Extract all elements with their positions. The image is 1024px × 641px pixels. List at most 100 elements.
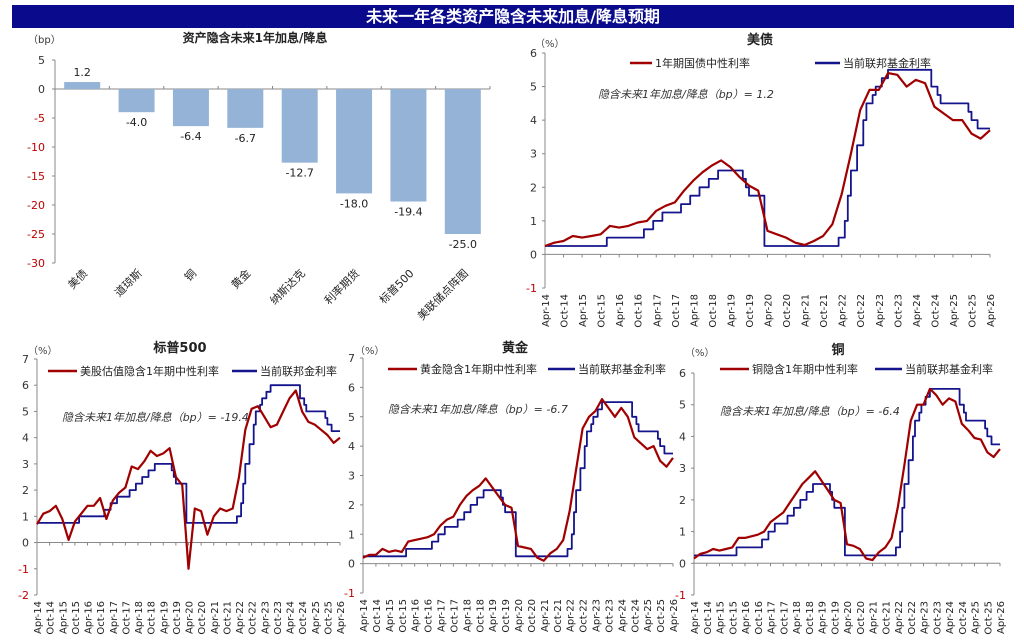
y-tick-label: 5 (38, 54, 45, 67)
chart-title: 美债 (747, 32, 773, 48)
category-label: 利率期货 (321, 266, 362, 307)
chart-title: 标普500 (152, 340, 206, 356)
y-tick-label: -5 (34, 112, 45, 125)
x-tick-label: Apr-15 (385, 599, 396, 632)
bar (172, 89, 209, 127)
legend-label: 美股估值隐含1年期中性利率 (80, 364, 219, 378)
legend-label: 当前联邦基金利率 (843, 56, 931, 70)
y-tick-label: 0 (530, 248, 537, 261)
legend-label: 当前联邦基金利率 (578, 362, 666, 376)
bar-value-label: -4.0 (126, 116, 147, 129)
legend-label: 铜隐含1年期中性利率 (752, 362, 858, 376)
y-tick-label: 1 (679, 526, 686, 539)
x-tick-label: Apr-25 (311, 601, 322, 634)
x-tick-label: Apr-16 (741, 601, 752, 634)
category-label: 纳斯达克 (268, 267, 308, 307)
bar-value-label: -6.4 (180, 130, 201, 143)
y-tick-label: 6 (679, 367, 686, 380)
y-tick-label: 3 (679, 462, 686, 475)
y-tick-label: -30 (27, 257, 45, 270)
y-tick-label: 4 (679, 430, 686, 443)
x-tick-label: Apr-25 (971, 601, 982, 634)
category-label: 美联储点阵图 (414, 266, 471, 323)
x-tick-label: Apr-18 (689, 294, 700, 327)
y-tick-label: 1 (348, 528, 355, 541)
y-tick-label: -10 (27, 141, 45, 154)
implied-rate-line (693, 387, 1001, 562)
x-tick-label: Oct-17 (121, 601, 132, 635)
x-tick-label: Oct-15 (597, 294, 608, 328)
x-tick-label: Oct-22 (856, 294, 867, 328)
y-tick-label: 2 (348, 499, 355, 512)
x-tick-label: Oct-19 (501, 599, 512, 633)
x-tick-label: Apr-24 (617, 599, 628, 632)
y-tick-label: 7 (22, 353, 29, 366)
x-tick-label: Oct-18 (805, 601, 816, 635)
x-tick-label: Oct-23 (604, 599, 615, 633)
x-tick-label: Apr-17 (109, 601, 120, 634)
x-tick-label: Oct-19 (830, 601, 841, 635)
bar-chart: 资产隐含未来1年加息/降息 （bp） 5 0 -5 -10 -15 -20 -25 -30 1.2 美… (27, 30, 491, 323)
y-tick-label: 3 (22, 458, 29, 471)
x-tick-label: Apr-15 (58, 601, 69, 634)
y-axis-unit: （%） (685, 347, 715, 359)
fed-funds-step-line (363, 401, 673, 558)
category-label: 标普500 (376, 266, 416, 306)
y-tick-label: 4 (348, 440, 355, 453)
x-tick-label: Apr-21 (210, 601, 221, 634)
x-tick-label: Apr-16 (615, 294, 626, 327)
x-tick-label: Apr-20 (514, 599, 525, 632)
bar (281, 89, 318, 163)
x-tick-label: Oct-15 (728, 601, 739, 635)
y-tick-label: 6 (22, 379, 29, 392)
chart-title: 黄金 (502, 340, 529, 356)
x-tick-label: Oct-15 (71, 601, 82, 635)
x-tick-label: Apr-17 (767, 601, 778, 634)
x-tick-label: Oct-20 (527, 599, 538, 633)
y-tick-label: -1 (344, 587, 355, 600)
chart-title: 资产隐含未来1年加息/降息 (183, 30, 328, 45)
x-tick-label: Oct-17 (671, 294, 682, 328)
x-tick-label: Oct-22 (579, 599, 590, 633)
y-tick-label: 0 (348, 558, 355, 571)
y-tick-label: 5 (679, 399, 686, 412)
x-tick-label: Oct-24 (958, 601, 969, 635)
y-tick-label: 4 (530, 114, 537, 127)
implied-rate-line (362, 398, 674, 562)
x-tick-label: Oct-23 (932, 601, 943, 635)
y-tick-label: 5 (348, 411, 355, 424)
bar-value-label: -25.0 (449, 238, 477, 251)
y-tick-label: 6 (530, 47, 537, 60)
x-tick-label: Oct-16 (96, 601, 107, 635)
x-tick-label: Apr-14 (359, 599, 370, 632)
legend-label: 当前联邦金利率 (260, 364, 337, 378)
x-tick-label: Apr-20 (764, 294, 775, 327)
x-tick-label: Oct-21 (881, 601, 892, 635)
x-tick-label: Oct-16 (634, 294, 645, 328)
x-tick-label: Oct-20 (197, 601, 208, 635)
fed-funds-step-line (37, 384, 340, 524)
x-tick-label: Apr-19 (726, 294, 737, 327)
y-tick-label: -1 (18, 563, 29, 576)
x-tick-label: Oct-25 (967, 294, 978, 328)
x-tick-label: Oct-21 (819, 294, 830, 328)
bar-value-label: -19.4 (394, 206, 422, 219)
y-axis-unit: （bp） (28, 34, 61, 46)
annotation: 隐含未来1年加息/降息（bp）= -6.7 (388, 403, 568, 416)
x-tick-label: Apr-24 (945, 601, 956, 634)
y-tick-label: 7 (348, 352, 355, 365)
x-tick-label: Apr-22 (235, 601, 246, 634)
x-tick-label: Apr-22 (838, 294, 849, 327)
y-tick-label: -20 (27, 199, 45, 212)
x-tick-label: Apr-24 (286, 601, 297, 634)
category-label: 铜 (181, 266, 199, 284)
bar (64, 82, 101, 89)
bar (227, 89, 264, 128)
y-tick-label: 2 (530, 181, 537, 194)
x-tick-label: Oct-16 (754, 601, 765, 635)
legend-label: 黄金隐含1年期中性利率 (420, 362, 537, 376)
x-tick-label: Oct-18 (708, 294, 719, 328)
